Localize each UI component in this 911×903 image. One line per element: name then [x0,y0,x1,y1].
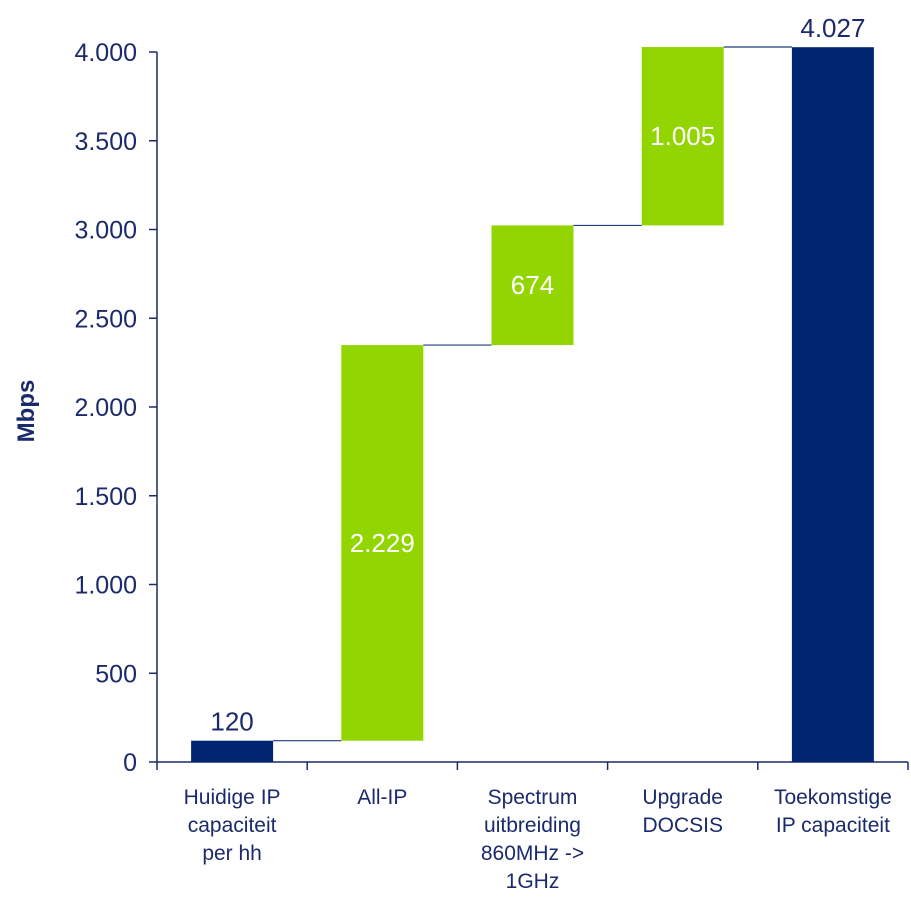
y-axis-label: Mbps [13,380,40,443]
data-label: 1.005 [650,121,715,151]
x-tick-label: Huidige IP capaciteit per hh [184,786,281,865]
bars [191,47,874,762]
y-tick-label: 1.000 [74,572,137,600]
x-tick-label: Toekomstige IP capaciteit [774,786,892,837]
connector-lines [273,46,792,742]
axes: 0 500 1.000 1.500 2.000 2.500 3.000 3.500 4.000 [74,39,909,777]
increment-bar [491,225,574,346]
y-tick-label: 2.000 [74,394,137,422]
x-tick-labels: Huidige IP capaciteit per hh All-IP Spectrum… [184,786,892,893]
x-tick-label: Spectrum uitbreiding 860MHz -> 1GHz [481,786,584,893]
y-tick-label: 2.500 [74,305,137,333]
y-tick-label: 0 [123,749,137,777]
data-label: 120 [210,707,253,737]
y-tick-label: 4.000 [74,39,137,67]
data-label: 674 [511,270,554,300]
data-label: 2.229 [350,528,415,558]
x-tick-label: All-IP [357,786,407,809]
total-bar [791,47,874,762]
y-tick-label: 1.500 [74,483,137,511]
y-tick-label: 500 [95,660,137,688]
data-label: 4.027 [800,13,865,43]
increment-bar [641,47,724,226]
total-bar [191,740,274,762]
y-tick-label: 3.500 [74,128,137,156]
data-labels: 120 2.229 674 1.005 4.027 [210,13,865,736]
x-tick-label: Upgrade DOCSIS [642,786,723,837]
increment-bar [341,345,424,741]
y-tick-label: 3.000 [74,217,137,245]
